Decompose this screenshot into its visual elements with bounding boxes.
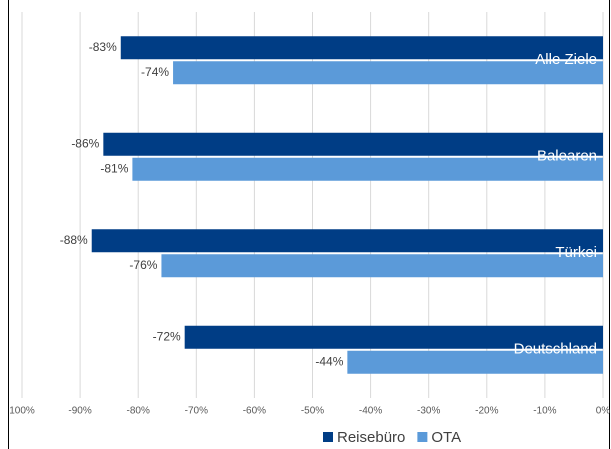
x-tick-label: -80% (127, 406, 150, 417)
bar (132, 157, 603, 181)
bar (347, 350, 603, 374)
x-tick-label: -90% (68, 406, 91, 417)
x-tick-label: -10% (533, 406, 556, 417)
bar (161, 254, 603, 278)
x-tick-label: -50% (301, 406, 324, 417)
x-tick-label: 0% (596, 406, 611, 417)
bar (120, 36, 604, 60)
data-label: -88% (60, 233, 88, 247)
category-label: Türkei (555, 244, 597, 261)
bar (184, 325, 603, 349)
x-tick-label: -30% (417, 406, 440, 417)
x-tick-label: -40% (359, 406, 382, 417)
legend-swatch (417, 432, 428, 442)
category-label: Alle Ziele (535, 51, 597, 68)
x-tick-label: -60% (243, 406, 266, 417)
category-label: Deutschland (514, 341, 597, 358)
data-label: -72% (153, 329, 181, 343)
bar (103, 132, 603, 156)
data-label: -76% (129, 258, 157, 272)
data-label: -83% (89, 40, 117, 54)
data-label: -81% (100, 161, 128, 175)
x-tick-label: -20% (475, 406, 498, 417)
data-label: -44% (315, 354, 343, 368)
x-tick-label: -70% (185, 406, 208, 417)
bar (173, 61, 603, 85)
category-label: Balearen (537, 148, 597, 165)
data-label: -74% (141, 65, 169, 79)
legend-label: OTA (431, 429, 461, 446)
bar (91, 229, 603, 253)
legend-swatch (323, 432, 333, 442)
x-tick-label: 100% (9, 406, 35, 417)
data-label: -86% (71, 136, 99, 150)
legend-label: Reisebüro (337, 429, 405, 446)
